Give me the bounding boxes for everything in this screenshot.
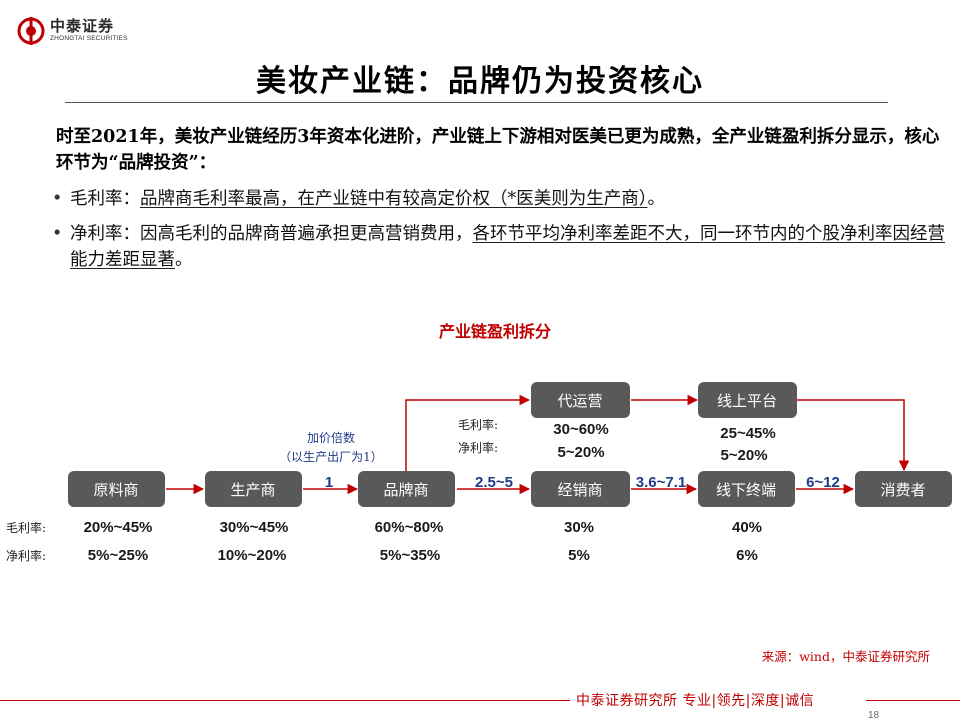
node-label: 生产商 bbox=[230, 481, 275, 499]
bullet-suffix: 。 bbox=[647, 189, 666, 209]
multiplier-offline-consumer: 6~12 bbox=[806, 474, 840, 491]
multiplier-brand-dist: 2.5~5 bbox=[475, 474, 513, 491]
bullet-list: • 毛利率：品牌商毛利率最高，在产业链中有较高定价权（*医美则为生产商）。 • … bbox=[50, 186, 950, 282]
raw-net-value: 5%~25% bbox=[88, 547, 148, 564]
online-gross-value: 25~45% bbox=[720, 425, 775, 442]
brand-logo: 中泰证券 ZHONGTAI SECURITIES bbox=[16, 14, 146, 48]
bullet-label: 毛利率： bbox=[70, 189, 140, 209]
bullet-plain-text: 因高毛利的品牌商普遍承担更高营销费用， bbox=[140, 224, 473, 244]
bullet-underlined-text: 各环节平均净利率差距不大，同一环节内的个股净利率因经营能力差距显著 bbox=[70, 224, 945, 270]
node-label: 经销商 bbox=[557, 481, 602, 499]
node-label: 线下终端 bbox=[716, 481, 776, 499]
multiplier-mfr-brand: 1 bbox=[325, 474, 333, 491]
bullet-suffix: 。 bbox=[175, 250, 193, 270]
intro-paragraph: 时至2021年，美妆产业链经历3年资本化进阶，产业链上下游相对医美已更为成熟，全… bbox=[56, 127, 940, 173]
node-agency-operator: 代运营 bbox=[531, 382, 630, 418]
online-net-value: 5~20% bbox=[720, 447, 767, 464]
offline-gross-value: 40% bbox=[732, 519, 762, 536]
brand-name-cn: 中泰证券 bbox=[50, 17, 115, 36]
offline-net-value: 6% bbox=[736, 547, 758, 564]
footer-rule-left bbox=[0, 700, 570, 701]
bullet-dot-icon: • bbox=[52, 224, 63, 244]
node-label: 消费者 bbox=[880, 481, 925, 499]
bullet-dot-icon: • bbox=[52, 189, 63, 209]
agency-net-label: 净利率: bbox=[458, 440, 498, 455]
zhongtai-logo-icon bbox=[17, 17, 45, 45]
page-number: 18 bbox=[868, 710, 880, 721]
node-label: 品牌商 bbox=[383, 481, 428, 499]
raw-gross-value: 20%~45% bbox=[84, 519, 153, 536]
value-chain-diagram: 原料商 生产商 品牌商 经销商 线下终端 消费者 代运营 线上平台 加价倍数 （… bbox=[6, 382, 952, 564]
bullet-underlined-text: 品牌商毛利率最高，在产业链中有较高定价权（*医美则为生产商） bbox=[140, 189, 648, 209]
brand-name-en: ZHONGTAI SECURITIES bbox=[50, 35, 128, 43]
bullet-gross-margin: • 毛利率：品牌商毛利率最高，在产业链中有较高定价权（*医美则为生产商）。 bbox=[50, 186, 950, 212]
node-raw: 原料商 bbox=[68, 471, 165, 507]
footer-rule-right bbox=[866, 700, 960, 701]
footer-slogan: 中泰证券研究所 专业|领先|深度|诚信 bbox=[576, 693, 815, 709]
page-title: 美妆产业链：品牌仍为投资核心 bbox=[256, 64, 704, 99]
source-note: 来源：wind，中泰证券研究所 bbox=[761, 649, 930, 664]
brand-net-value: 5%~35% bbox=[380, 547, 440, 564]
node-brand: 品牌商 bbox=[358, 471, 455, 507]
connector-arrows bbox=[166, 394, 910, 495]
node-offline-retail: 线下终端 bbox=[698, 471, 795, 507]
multiplier-dist-offline: 3.6~7.1 bbox=[636, 474, 686, 491]
markup-note-line2: （以生产出厂为1） bbox=[279, 450, 383, 464]
bullet-label: 净利率： bbox=[70, 224, 140, 244]
agency-net-value: 5~20% bbox=[557, 444, 604, 461]
arrow-online-to-consumer bbox=[797, 399, 910, 472]
node-label: 原料商 bbox=[93, 481, 138, 499]
arrow-brand-to-agency bbox=[405, 394, 531, 471]
markup-note-line1: 加价倍数 bbox=[307, 430, 355, 445]
node-distributor: 经销商 bbox=[531, 471, 630, 507]
node-online-platform: 线上平台 bbox=[698, 382, 797, 418]
node-label: 线上平台 bbox=[717, 392, 777, 410]
mfr-gross-value: 30%~45% bbox=[220, 519, 289, 536]
row-label-gross: 毛利率: bbox=[6, 520, 46, 535]
node-manufacturer: 生产商 bbox=[205, 471, 302, 507]
dist-net-value: 5% bbox=[568, 547, 590, 564]
bullet-net-margin: • 净利率：因高毛利的品牌商普遍承担更高营销费用，各环节平均净利率差距不大，同一… bbox=[50, 221, 950, 273]
row-label-net: 净利率: bbox=[6, 548, 46, 563]
mfr-net-value: 10%~20% bbox=[218, 547, 287, 564]
node-consumer: 消费者 bbox=[855, 471, 952, 507]
agency-gross-value: 30~60% bbox=[553, 421, 608, 438]
brand-gross-value: 60%~80% bbox=[375, 519, 444, 536]
title-divider bbox=[65, 102, 888, 103]
agency-gross-label: 毛利率: bbox=[458, 417, 498, 432]
chart-title: 产业链盈利拆分 bbox=[438, 322, 551, 341]
node-label: 代运营 bbox=[557, 392, 602, 410]
dist-gross-value: 30% bbox=[564, 519, 594, 536]
